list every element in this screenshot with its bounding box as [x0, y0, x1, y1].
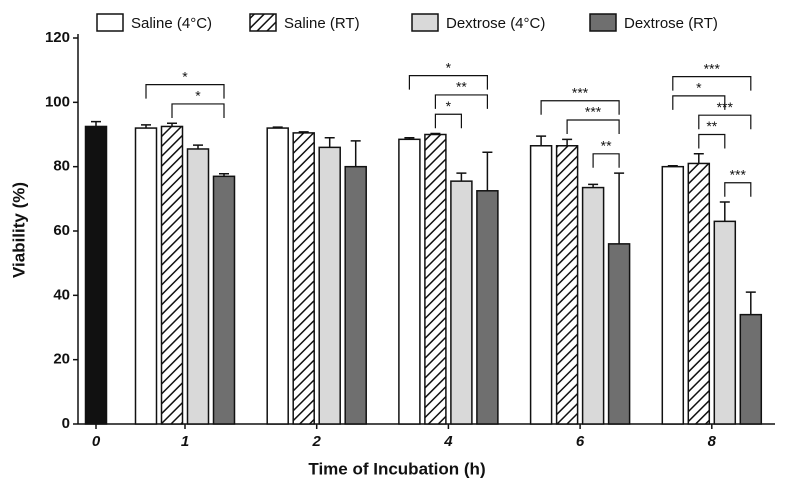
error-bar: [667, 164, 678, 167]
y-tick-label: 120: [45, 29, 70, 46]
error-bar: [272, 126, 283, 129]
x-axis-title: Time of Incubation (h): [308, 459, 485, 478]
bar: [344, 165, 367, 425]
significance-bracket: [145, 84, 225, 99]
error-bar: [745, 291, 756, 315]
legend-swatch: [249, 13, 277, 32]
bar: [661, 165, 685, 425]
y-tick-label: 40: [53, 286, 70, 303]
legend-label: Saline (4°C): [131, 15, 212, 32]
significance-bracket: [672, 95, 726, 110]
legend-label: Saline (RT): [284, 15, 360, 32]
bar: [212, 175, 236, 425]
bar: [476, 190, 499, 425]
error-bar: [614, 172, 625, 244]
x-tick-label: 0: [92, 433, 101, 450]
significance-label: **: [456, 79, 467, 95]
bar: [318, 146, 341, 425]
error-bar: [693, 153, 704, 164]
y-tick-label: 20: [53, 351, 70, 368]
y-tick-label: 80: [53, 158, 70, 175]
x-tick-label: 6: [576, 433, 585, 450]
significance-label: *: [182, 68, 188, 84]
bar: [134, 127, 158, 425]
error-bar: [298, 131, 309, 133]
legend-swatch: [589, 13, 617, 32]
bar: [186, 148, 210, 425]
bar: [160, 125, 184, 425]
significance-label: **: [601, 138, 612, 154]
bar: [450, 180, 473, 425]
error-bar: [350, 140, 361, 167]
error-bar: [193, 144, 203, 149]
x-tick-label: 1: [181, 433, 189, 450]
error-bar: [167, 122, 177, 127]
legend-swatch: [96, 13, 124, 32]
significance-bracket: [672, 76, 752, 91]
legend-label: Dextrose (4°C): [446, 15, 545, 32]
significance-bracket: [434, 113, 462, 129]
bar: [607, 243, 631, 425]
significance-bracket: [698, 114, 752, 130]
error-bar: [430, 132, 441, 135]
error-bar: [219, 172, 229, 177]
error-bar: [456, 172, 467, 182]
bar: [398, 138, 421, 425]
bar: [424, 133, 447, 425]
x-tick-label: 2: [312, 433, 322, 450]
x-tick-label: 4: [443, 433, 453, 450]
significance-label: *: [446, 98, 452, 114]
x-tick-label: 8: [708, 433, 717, 450]
bar: [529, 145, 553, 425]
significance-bracket: [171, 103, 225, 118]
y-tick-label: 0: [62, 415, 70, 432]
y-axis-title: Viability (%): [9, 182, 28, 278]
significance-bracket: [566, 119, 620, 135]
error-bar: [536, 135, 547, 146]
significance-bracket: [540, 100, 620, 115]
error-bar: [91, 120, 101, 127]
bar: [739, 313, 763, 425]
significance-label: *: [446, 59, 452, 75]
error-bar: [482, 151, 493, 191]
significance-label: *: [696, 80, 702, 96]
error-bar: [562, 138, 573, 146]
y-tick-label: 60: [53, 222, 70, 239]
bar: [292, 132, 315, 425]
significance-label: ***: [704, 60, 721, 76]
significance-label: ***: [585, 104, 602, 120]
bar: [581, 186, 605, 425]
bar: [266, 127, 289, 425]
significance-label: **: [706, 118, 717, 134]
significance-bracket: [698, 133, 726, 149]
bar: [84, 125, 108, 425]
significance-label: ***: [730, 166, 747, 182]
error-bar: [324, 136, 335, 148]
significance-bracket: [434, 94, 488, 109]
bar: [687, 162, 711, 425]
bar: [713, 220, 737, 425]
bar: [555, 145, 579, 425]
error-bar: [404, 136, 415, 140]
error-bar: [719, 201, 730, 222]
legend-swatch: [411, 13, 439, 32]
significance-label: *: [195, 88, 201, 104]
significance-bracket: [724, 182, 752, 197]
y-tick-label: 100: [45, 93, 70, 110]
significance-label: ***: [572, 84, 589, 100]
error-bar: [588, 183, 599, 188]
legend-label: Dextrose (RT): [624, 15, 718, 32]
significance-bracket: [408, 75, 488, 90]
error-bar: [141, 124, 151, 129]
significance-bracket: [592, 153, 620, 168]
